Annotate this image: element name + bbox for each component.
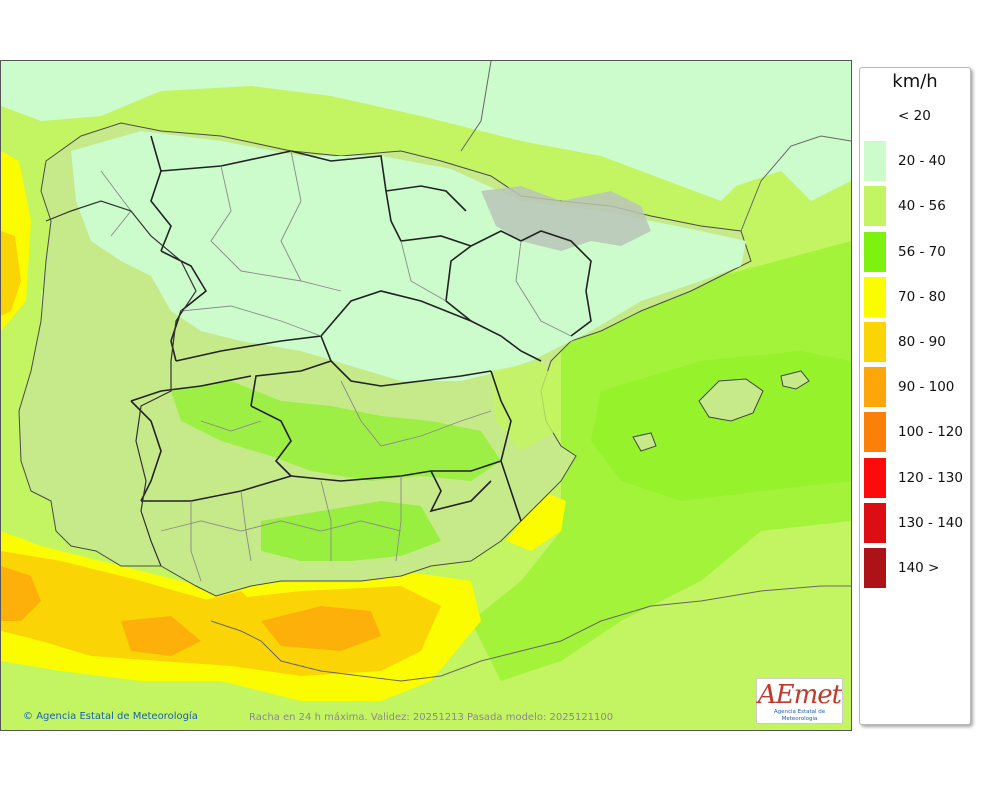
legend-label: 40 - 56 — [898, 198, 946, 215]
legend-item: 70 - 80 — [864, 276, 968, 317]
region-borders — [130, 135, 592, 522]
ibiza-island — [632, 432, 657, 452]
gust-zone-la-mancha-56-70 — [171, 381, 501, 481]
north-africa-coastline — [210, 585, 851, 682]
legend-item: 90 - 100 — [864, 367, 968, 408]
legend-item: 130 - 140 — [864, 502, 968, 543]
legend-item: 120 - 130 — [864, 457, 968, 498]
agency-credit-text: Agencia Estatal de Meteorología — [36, 711, 198, 722]
legend-item: 40 - 56 — [864, 186, 968, 227]
legend-swatch — [864, 141, 886, 182]
gust-zone-gulf-of-lion-20-40 — [561, 61, 851, 201]
logo-subtitle: Agencia Estatal de Meteorología — [773, 709, 826, 722]
legend-swatch — [864, 322, 886, 362]
gust-zone-betic-56-70 — [261, 501, 441, 561]
legend-label: 140 > — [898, 560, 940, 576]
mallorca-island — [698, 378, 764, 422]
copyright-icon: © — [23, 711, 33, 722]
legend-swatch — [864, 276, 886, 317]
pyrenees-high-terrain — [481, 186, 651, 251]
legend-label: 90 - 100 — [898, 379, 955, 396]
legend-label: 70 - 80 — [898, 288, 946, 305]
map-caption: Racha en 24 h máxima. Validez: 20251213 … — [249, 712, 614, 723]
legend-item: < 20 — [864, 96, 968, 136]
legend-label: 100 - 120 — [898, 424, 963, 441]
legend-panel: km/h < 20 20 - 40 40 - 56 56 - 70 70 - 80 80 … — [859, 67, 971, 725]
legend-unit: km/h — [892, 71, 938, 92]
legend-label: 80 - 90 — [898, 334, 946, 350]
gulf-of-lion-coastline — [740, 135, 851, 232]
legend-item: 20 - 40 — [864, 141, 968, 182]
province-borders — [100, 150, 572, 582]
legend-item: 56 - 70 — [864, 231, 968, 272]
gust-zone-north-plateau-20-40 — [71, 131, 746, 381]
legend-item: 100 - 120 — [864, 412, 968, 453]
gust-zone-mediterranean-56-70 — [471, 241, 851, 681]
wind-gust-map[interactable]: © Agencia Estatal de Meteorología Racha … — [0, 60, 852, 731]
gust-zone-alboran-90-100 — [1, 566, 381, 656]
aemet-logo[interactable]: AEmet Agencia Estatal de Meteorología — [756, 678, 843, 724]
gust-zone-central-20-40 — [331, 286, 501, 381]
legend-swatch — [864, 502, 886, 543]
legend-label: 56 - 70 — [898, 243, 946, 260]
legend-swatch — [864, 457, 886, 498]
portugal-spain-border — [45, 200, 197, 567]
legend-label: < 20 — [898, 108, 931, 124]
agency-credit: © Agencia Estatal de Meteorología — [23, 711, 198, 722]
gust-zone-atlantic-west-80-90 — [1, 231, 21, 316]
legend-swatch — [864, 186, 886, 227]
legend-label: 130 - 140 — [898, 514, 963, 531]
legend-swatch — [864, 548, 886, 588]
legend-swatch — [864, 231, 886, 272]
legend-label: 120 - 130 — [898, 469, 963, 486]
gust-zone-south-coast-70-80 — [201, 591, 261, 636]
legend-swatch — [864, 412, 886, 453]
gust-zone-balearic-56-70 — [591, 351, 851, 501]
gust-zone-valencia-coast-70-80 — [506, 491, 566, 551]
logo-brand: AEmet — [757, 680, 842, 710]
legend-label: 20 - 40 — [898, 153, 946, 170]
legend-item: 80 - 90 — [864, 322, 968, 362]
menorca-island — [780, 370, 810, 390]
legend-item: 140 > — [864, 548, 968, 588]
legend-swatch — [864, 96, 886, 136]
legend-swatch — [864, 367, 886, 408]
france-coastline — [460, 61, 492, 152]
